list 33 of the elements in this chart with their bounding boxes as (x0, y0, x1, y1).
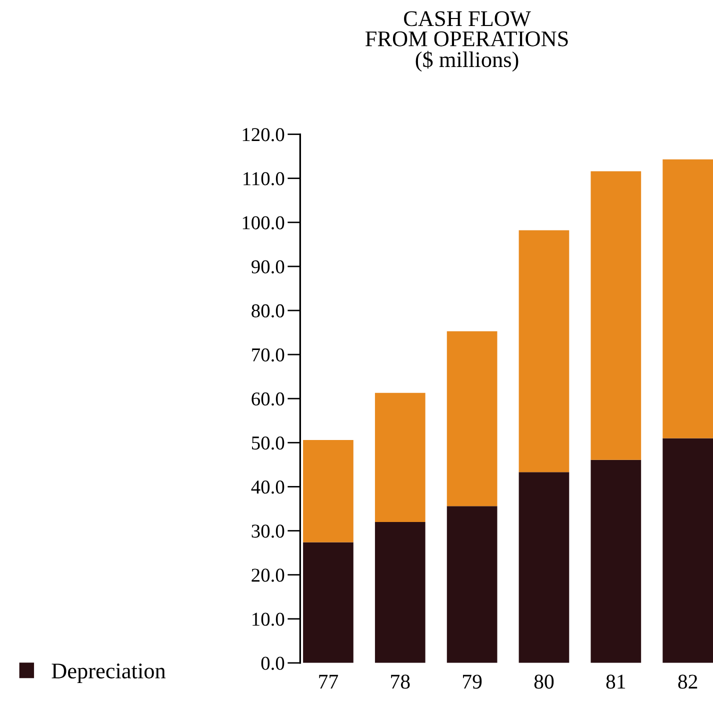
y-tick-label: 90.0 (251, 260, 284, 274)
y-tick-label: 80.0 (252, 304, 284, 318)
y-tick-label: 0.0 (261, 656, 284, 670)
y-tick-label: 60.0 (252, 392, 284, 406)
y-tick-label: 20.0 (252, 568, 284, 582)
bar (662, 159, 713, 438)
x-tick-label: 78 (391, 674, 410, 689)
bar (374, 522, 426, 663)
y-tick-label: 100.0 (242, 216, 284, 230)
bar (662, 438, 713, 663)
bar (590, 460, 642, 663)
bar (374, 392, 426, 522)
y-tick-label: 50.0 (252, 436, 284, 450)
chart-title: CASH FLOW FROM OPERATIONS ($ millions) (365, 11, 568, 72)
bar (518, 230, 570, 472)
y-tick-label: 40.0 (251, 480, 284, 494)
y-tick-label: 120.0 (242, 128, 284, 142)
bar (446, 506, 498, 663)
bar (446, 331, 498, 506)
x-tick-label: 82 (678, 674, 698, 689)
x-tick-label: 77 (319, 674, 338, 688)
y-tick-label: 30.0 (252, 524, 284, 538)
legend-label: Depreciation (52, 664, 166, 683)
bar (303, 440, 354, 542)
bar (518, 472, 570, 663)
y-tick-label: 10.0 (252, 612, 284, 626)
x-tick-label: 81 (606, 674, 626, 689)
y-tick-label: 110.0 (244, 172, 284, 186)
x-tick-label: 80 (534, 674, 554, 689)
bar (590, 171, 642, 460)
bar (303, 542, 354, 663)
x-tick-label: 79 (463, 674, 482, 689)
y-tick-label: 70.0 (252, 348, 284, 362)
